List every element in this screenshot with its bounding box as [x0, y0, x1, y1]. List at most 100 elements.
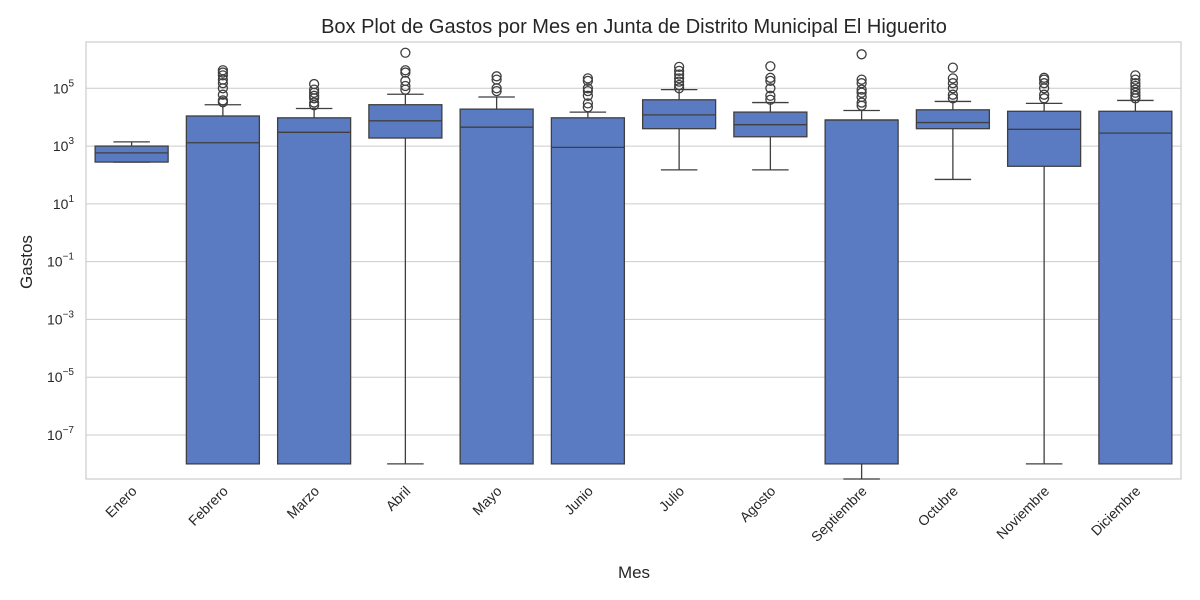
- outlier-point: [1038, 78, 1050, 89]
- outlier-point: [856, 49, 867, 60]
- outlier-point: [673, 83, 685, 94]
- y-tick-label: 10−3: [47, 309, 74, 327]
- x-tick-label: Septiembre: [808, 483, 870, 545]
- iqr-box: [550, 117, 626, 465]
- outlier-point: [1130, 90, 1141, 101]
- box-mayo: [459, 71, 534, 465]
- box-agosto: [733, 61, 808, 171]
- outlier-point: [1130, 74, 1141, 85]
- box-enero: [94, 141, 169, 163]
- outlier-point: [947, 62, 959, 73]
- x-tick-label: Marzo: [283, 483, 322, 522]
- outlier-point: [1038, 93, 1050, 104]
- x-tick-label: Julio: [656, 483, 688, 515]
- x-tick-labels: Enero Febrero Marzo Abril Mayo Junio Julio Agos…: [102, 483, 1144, 545]
- iqr-box: [915, 109, 991, 130]
- outlier-point: [856, 97, 867, 108]
- x-tick-label: Abril: [382, 483, 413, 514]
- y-tick-label: 103: [53, 136, 75, 154]
- outlier-point: [217, 78, 229, 89]
- outlier-point: [308, 97, 320, 108]
- iqr-box: [1098, 110, 1173, 465]
- iqr-box: [459, 108, 534, 465]
- outlier-point: [947, 83, 959, 94]
- outlier-point: [308, 90, 320, 101]
- box-septiembre: [824, 49, 899, 480]
- outlier-point: [308, 78, 320, 90]
- box-noviembre: [1006, 72, 1082, 465]
- outlier-point: [1130, 84, 1141, 95]
- outlier-point: [582, 90, 594, 101]
- iqr-box: [1006, 110, 1082, 167]
- outlier-point: [400, 47, 411, 58]
- x-tick-label: Enero: [102, 483, 140, 521]
- x-tick-label: Octubre: [914, 483, 961, 530]
- outlier-point: [1130, 78, 1141, 89]
- outlier-point: [947, 78, 959, 89]
- outlier-point: [947, 89, 959, 100]
- outlier-point: [582, 102, 594, 113]
- y-tick-label: 101: [53, 194, 75, 212]
- outlier-point: [765, 75, 776, 87]
- x-tick-label: Diciembre: [1088, 483, 1144, 539]
- outlier-point: [491, 74, 502, 85]
- outlier-point: [1038, 72, 1050, 83]
- outlier-point: [217, 89, 229, 100]
- y-axis-label: Gastos: [17, 235, 36, 289]
- y-tick-label: 10−5: [47, 367, 74, 385]
- outlier-point: [856, 78, 867, 89]
- iqr-box: [276, 117, 352, 465]
- iqr-box: [641, 99, 717, 130]
- outlier-point: [765, 94, 776, 105]
- outlier-point: [1130, 70, 1141, 81]
- outlier-point: [673, 69, 685, 80]
- box-diciembre: [1098, 70, 1173, 465]
- box-abril: [368, 47, 443, 465]
- outlier-point: [217, 70, 229, 81]
- x-tick-label: Febrero: [185, 483, 231, 529]
- y-tick-label: 10−1: [47, 252, 74, 270]
- outlier-point: [582, 98, 594, 109]
- outlier-point: [582, 83, 594, 94]
- outlier-point: [947, 73, 959, 84]
- x-tick-label: Junio: [561, 483, 596, 518]
- grid-lines: [86, 87, 1181, 436]
- outlier-point: [765, 90, 776, 101]
- box-octubre: [915, 62, 991, 181]
- chart-title: Box Plot de Gastos por Mes en Junta de D…: [321, 16, 947, 38]
- y-tick-label: 105: [53, 78, 75, 96]
- outlier-point: [673, 76, 685, 87]
- x-tick-label: Mayo: [469, 483, 505, 519]
- outlier-point: [491, 71, 502, 82]
- x-tick-label: Agosto: [736, 483, 778, 525]
- outlier-point: [582, 75, 594, 87]
- box-febrero: [185, 65, 261, 465]
- box-marzo: [276, 78, 352, 465]
- y-tick-labels: 105 103 101 10−1 10−3 10−5 10−7: [47, 78, 74, 443]
- outlier-point: [856, 91, 867, 103]
- outlier-point: [400, 80, 411, 92]
- outlier-point: [1038, 89, 1050, 100]
- outlier-point: [491, 85, 502, 97]
- plot-frame: [85, 41, 1182, 480]
- box-julio: [641, 61, 717, 171]
- outlier-point: [673, 73, 685, 84]
- x-tick-label: Noviembre: [993, 483, 1052, 542]
- outlier-point: [673, 61, 685, 73]
- outlier-point: [400, 65, 411, 76]
- outlier-point: [400, 75, 411, 87]
- outlier-point: [765, 61, 776, 72]
- outlier-point: [673, 65, 685, 77]
- outlier-point: [765, 72, 776, 83]
- outlier-point: [947, 93, 959, 104]
- outlier-point: [582, 85, 594, 97]
- iqr-box: [185, 115, 261, 465]
- outlier-point: [765, 83, 776, 94]
- iqr-box: [824, 119, 899, 465]
- outlier-point: [856, 84, 867, 95]
- outlier-point: [582, 73, 594, 84]
- outlier-point: [217, 65, 229, 76]
- iqr-box: [94, 145, 169, 163]
- x-axis-label: Mes: [618, 563, 650, 582]
